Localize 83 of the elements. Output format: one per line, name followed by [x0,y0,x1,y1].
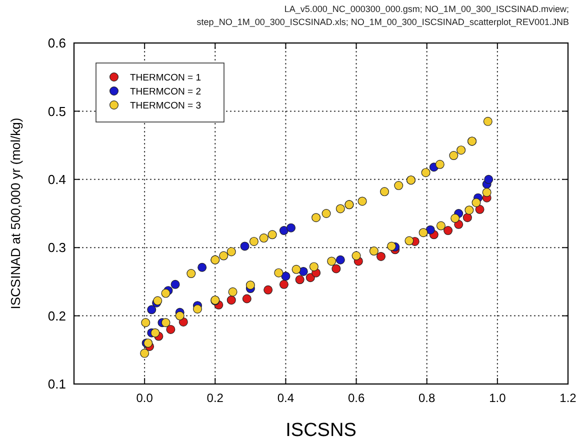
x-tick-label: 0.4 [277,391,294,405]
point [332,264,341,274]
point [295,275,304,284]
point [312,213,321,222]
point [193,304,202,314]
point [456,146,466,155]
point [472,198,481,208]
point [484,174,494,184]
point [226,247,236,256]
x-tick-label: 0.0 [136,391,154,405]
point [161,288,170,298]
point [140,348,150,358]
text: LA_v5.000_NC_000300_000.gsm; NO_1M_00_300_ISCSINAD.mview; [284,4,569,14]
point [464,206,474,215]
point [450,214,460,223]
point [264,285,273,294]
point [175,311,184,320]
point [242,294,252,304]
text: step_NO_1M_00_300_ISCSINAD.xls; NO_1M_00_300_ISCSINAD_scatterplot_REV001.JNB [196,17,569,27]
point [336,255,345,264]
x-axis-title: ISCSNS [286,420,356,441]
y-tick-label: 0.5 [48,104,66,119]
point [483,116,492,126]
y-axis-title: ISCSINAD at 500,000 yr (mol/kg) [8,118,23,310]
point [274,268,284,278]
y-tick-label: 0.2 [48,308,66,324]
point [292,264,301,274]
point [141,318,150,328]
point [322,209,331,218]
point [279,226,288,236]
point [394,181,404,190]
point [286,223,296,232]
point [170,280,180,289]
x-tick-label: 1.0 [489,391,506,405]
point [281,272,290,281]
point [298,266,308,276]
point [306,273,315,282]
point [166,324,176,334]
point [462,213,472,222]
point [161,318,170,328]
point [387,242,396,251]
point [150,328,160,338]
point [404,236,414,246]
point [259,234,268,243]
point [352,251,361,260]
point [336,204,345,214]
point [228,287,238,296]
point [226,296,236,305]
y-tick-label: 0.6 [48,36,66,51]
point [380,187,390,196]
point [268,230,277,240]
point [421,168,430,178]
x-tick-label: 1.2 [560,391,577,405]
point [436,221,446,230]
x-tick-label: 0.6 [348,391,365,405]
legend-label: THERMCON = 3 [130,100,201,112]
point [358,196,367,206]
point [369,246,378,256]
point [327,256,336,266]
point [475,204,484,214]
legend-label: THERMCON = 2 [130,86,201,98]
y-tick-label: 0.1 [48,376,66,392]
x-tick-label: 0.2 [206,391,224,405]
y-tick-label: 0.4 [48,172,66,187]
point [219,251,228,260]
point [147,305,156,314]
point [376,252,386,261]
point [198,262,207,272]
point [426,225,435,234]
point [444,226,453,236]
y-tick-label: 0.3 [48,240,66,256]
point [418,228,428,238]
legend-label: THERMCON = 1 [130,72,201,84]
point [249,236,258,246]
point [186,269,196,278]
point [246,280,255,290]
x-tick-label: 0.8 [418,391,436,405]
point [449,151,458,160]
point [279,280,288,289]
point [240,242,250,251]
point [482,188,492,197]
point [435,160,444,169]
point [309,262,318,272]
